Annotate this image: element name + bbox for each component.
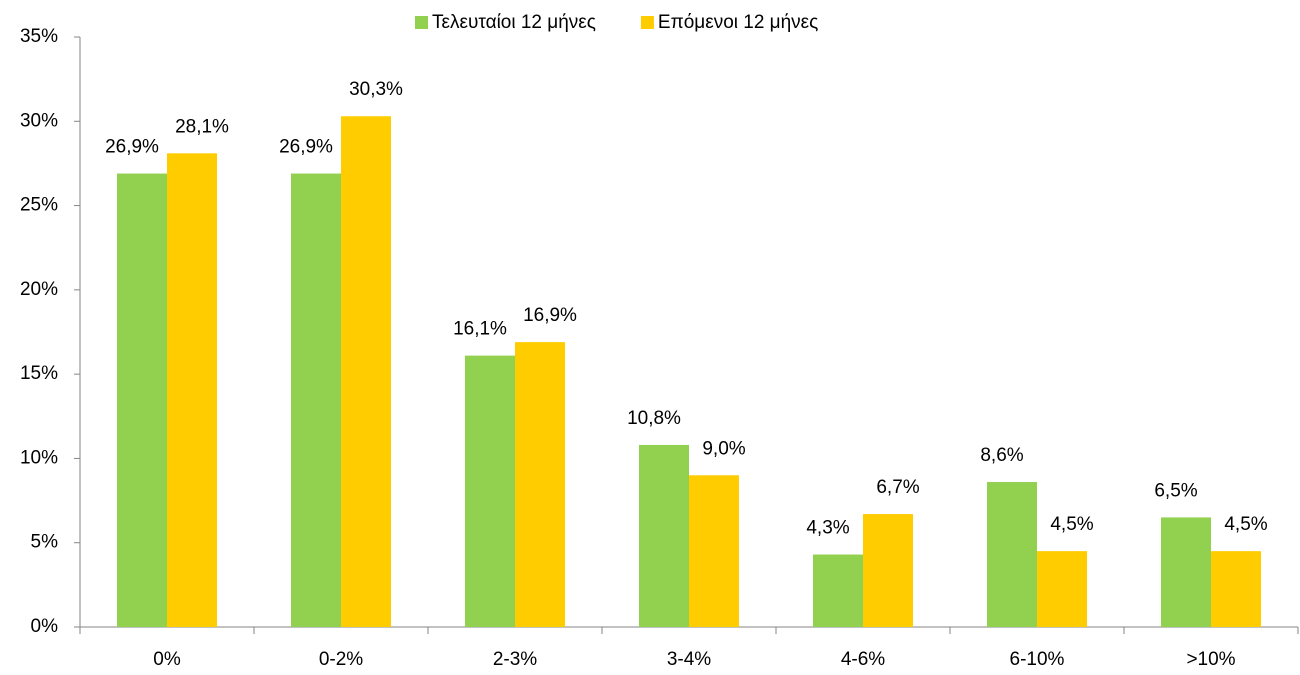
legend-label: Επόμενοι 12 μήνες [658,12,818,33]
bar [291,173,341,628]
data-label: 8,6% [980,445,1023,466]
data-label: 26,9% [279,137,333,158]
y-tick-label: 25% [20,195,58,216]
data-label: 16,1% [453,319,507,340]
x-tick-label: >10% [1186,649,1235,670]
data-label: 6,5% [1154,480,1197,501]
bar [863,514,913,627]
y-tick-label: 5% [31,532,59,553]
bar [341,116,391,627]
data-label: 10,8% [627,408,681,429]
bar [117,173,167,628]
data-label: 9,0% [702,438,745,459]
bar [689,475,739,627]
bar [813,554,863,627]
x-tick-label: 6-10% [1010,649,1065,670]
y-tick-label: 15% [20,363,58,384]
data-label: 28,1% [175,116,229,137]
data-label: 16,9% [523,305,577,326]
x-tick-label: 0% [153,649,181,670]
y-tick-label: 10% [20,447,58,468]
bar [515,342,565,627]
legend-swatch [415,16,428,29]
x-tick-label: 3-4% [667,649,711,670]
y-tick-label: 0% [31,616,59,637]
bar [465,355,515,627]
bar [1037,551,1087,627]
legend-label: Τελευταίοι 12 μήνες [432,12,596,33]
bar [1161,517,1211,627]
x-tick-label: 4-6% [841,649,885,670]
data-label: 4,5% [1050,514,1093,535]
y-tick-label: 30% [20,110,58,131]
x-tick-label: 2-3% [493,649,537,670]
data-label: 6,7% [876,477,919,498]
data-label: 26,9% [105,137,159,158]
y-tick-label: 35% [20,26,58,47]
data-label: 4,3% [806,518,849,539]
x-tick-label: 0-2% [319,649,363,670]
legend-swatch [640,16,654,29]
y-tick-label: 20% [20,279,58,300]
data-label: 4,5% [1224,514,1267,535]
bar [639,444,689,627]
bar [987,482,1037,627]
data-label: 30,3% [349,79,403,100]
bar [167,153,217,628]
bar [1211,551,1261,627]
